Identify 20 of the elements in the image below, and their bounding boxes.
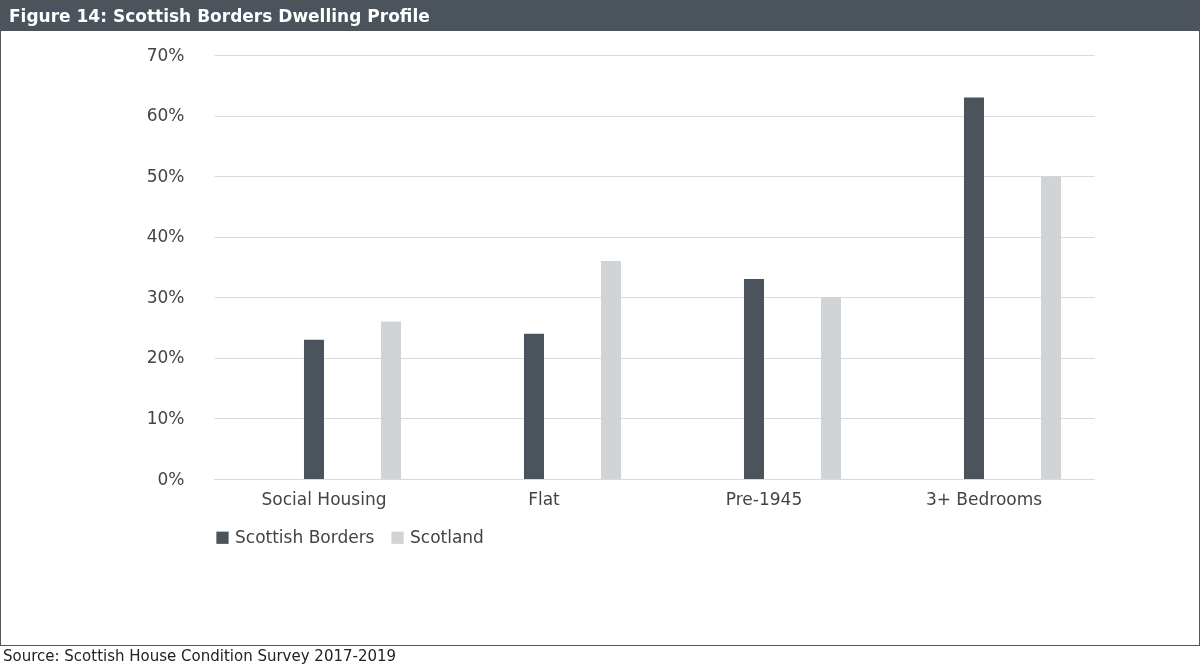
y-tick-label: 10% bbox=[146, 407, 185, 428]
x-tick-label: Flat bbox=[528, 488, 561, 509]
bar bbox=[523, 333, 544, 479]
y-tick-label: 40% bbox=[146, 226, 185, 247]
bar bbox=[303, 339, 324, 479]
y-tick-label: 70% bbox=[146, 44, 185, 65]
source-note: Source: Scottish House Condition Survey 2017-2019 bbox=[3, 647, 397, 665]
legend-label: Scottish Borders bbox=[235, 526, 375, 547]
y-tick-label: 30% bbox=[146, 286, 185, 307]
y-tick-label: 50% bbox=[146, 165, 185, 186]
x-tick-label: Social Housing bbox=[261, 488, 387, 509]
legend-label: Scotland bbox=[410, 526, 484, 547]
x-tick-label: Pre-1945 bbox=[725, 488, 803, 509]
y-tick-label: 60% bbox=[146, 105, 185, 126]
chart-title: Figure 14: Scottish Borders Dwelling Profile bbox=[1, 1, 1199, 31]
bar bbox=[743, 279, 764, 479]
y-tick-label: 20% bbox=[146, 347, 185, 368]
y-tick-label: 0% bbox=[157, 468, 185, 489]
x-tick-label: 3+ Bedrooms bbox=[925, 488, 1043, 509]
bar bbox=[963, 97, 984, 479]
